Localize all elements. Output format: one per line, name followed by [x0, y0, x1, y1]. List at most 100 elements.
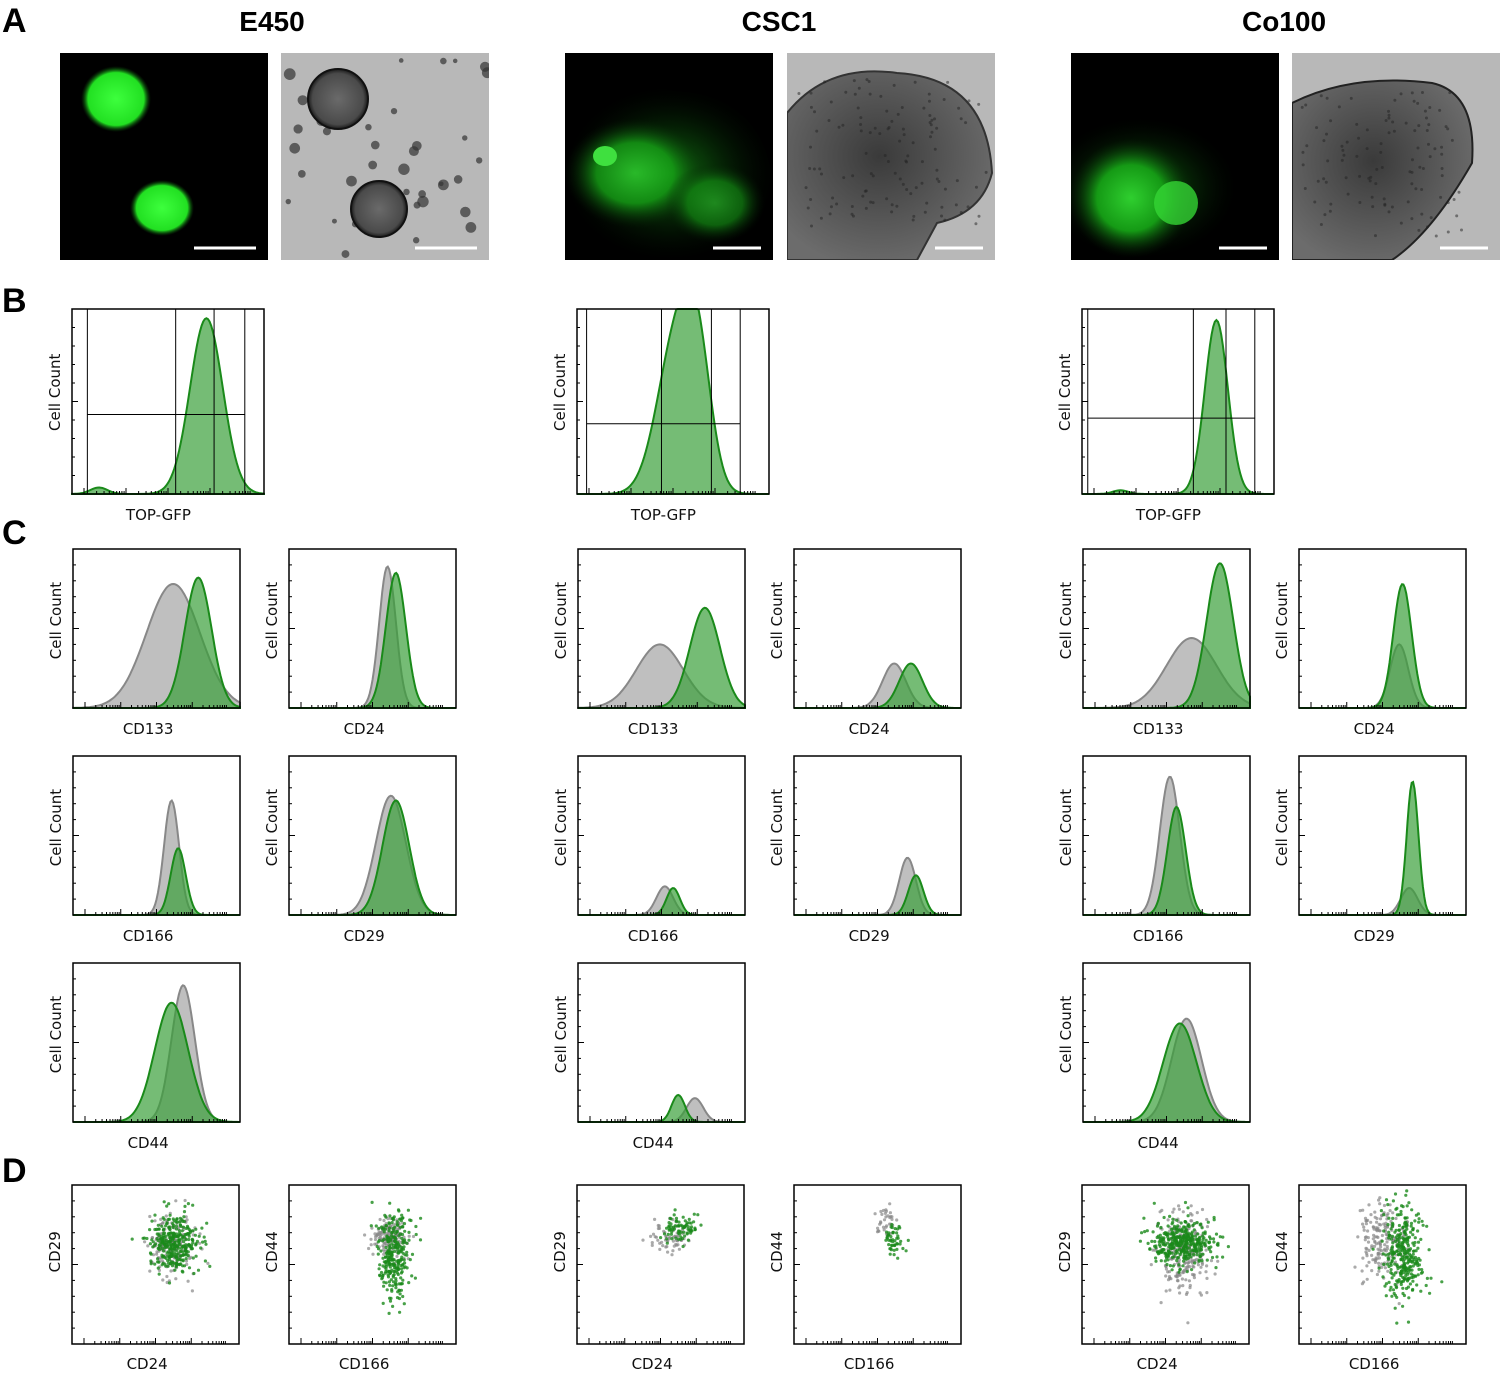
stain-event	[191, 1229, 195, 1233]
stain-event	[895, 1242, 899, 1246]
stain-event	[155, 1237, 159, 1241]
stain-event	[1191, 1237, 1195, 1241]
stain-event	[390, 1289, 394, 1293]
control-event	[1372, 1244, 1377, 1248]
stain-event	[1140, 1231, 1144, 1235]
stain-event	[891, 1238, 895, 1242]
stain-event	[168, 1213, 172, 1217]
stain-event	[1210, 1255, 1215, 1260]
control-event	[1159, 1301, 1163, 1305]
stain-event	[383, 1227, 388, 1231]
control-event	[651, 1232, 656, 1236]
stain-event	[402, 1302, 406, 1306]
stain-event	[197, 1234, 201, 1238]
stain-event	[391, 1235, 395, 1239]
x-axis-label: CD44	[633, 1134, 674, 1152]
y-axis-label: CD44	[768, 1231, 786, 1272]
stain-event	[180, 1229, 184, 1233]
stain-event	[1178, 1268, 1182, 1272]
plot-frame	[288, 1184, 457, 1345]
control-event	[880, 1212, 884, 1216]
control-event	[1373, 1210, 1377, 1214]
stain-event	[383, 1213, 387, 1217]
micrograph-e450-fluor	[60, 53, 268, 260]
stain-event	[186, 1202, 190, 1206]
stain-event	[155, 1232, 159, 1236]
stain-event	[418, 1238, 423, 1242]
stain-event	[1145, 1229, 1149, 1233]
stain-event	[1195, 1221, 1199, 1225]
stain-event	[176, 1252, 180, 1256]
stain-event	[1146, 1241, 1150, 1245]
histogram-cd44-csc1: CD44 Cell Count	[552, 962, 746, 1152]
control-event	[1363, 1238, 1367, 1242]
stain-event	[1411, 1228, 1415, 1232]
stain-event	[1402, 1276, 1406, 1280]
stain-event	[1198, 1235, 1202, 1239]
stain-event	[1192, 1249, 1197, 1253]
stain-event	[395, 1240, 399, 1244]
stain-event	[1383, 1284, 1387, 1288]
stain-event	[1389, 1271, 1393, 1275]
stain-event	[1416, 1273, 1420, 1277]
stain-event	[181, 1225, 186, 1229]
stain-event	[196, 1268, 201, 1272]
stain-event	[391, 1243, 396, 1247]
stain-event	[1198, 1254, 1202, 1259]
control-event	[148, 1269, 152, 1273]
stain-event	[164, 1256, 168, 1260]
scatter-cd29-vs-cd24-csc1: CD24 CD29	[551, 1184, 745, 1373]
stain-event	[408, 1258, 412, 1262]
stain-event	[175, 1255, 179, 1259]
stain-event	[394, 1286, 398, 1290]
stain-event	[1399, 1212, 1403, 1216]
stain-event	[677, 1220, 681, 1224]
control-event	[160, 1259, 164, 1263]
stain-event	[1419, 1237, 1423, 1241]
control-event	[1386, 1269, 1390, 1273]
stain-event	[179, 1254, 183, 1258]
stain-event	[396, 1262, 400, 1266]
stain-event	[1408, 1248, 1412, 1252]
stain-event	[895, 1231, 899, 1235]
stain-event	[173, 1241, 177, 1245]
stain-event	[395, 1229, 399, 1233]
histogram-cd133-csc1: CD133 Cell Count	[552, 548, 746, 738]
stain-event	[1395, 1279, 1399, 1283]
control-event	[183, 1198, 187, 1203]
stain-event	[204, 1242, 208, 1246]
stain-event	[172, 1232, 176, 1236]
x-axis-label: CD24	[632, 1355, 673, 1373]
x-axis-label: CD29	[1354, 927, 1395, 945]
control-event	[1364, 1222, 1368, 1226]
stain-event	[175, 1258, 179, 1262]
x-axis-label: TOP-GFP	[125, 506, 191, 524]
stain-event	[194, 1243, 198, 1247]
control-event	[1376, 1226, 1380, 1230]
stain-event	[396, 1248, 400, 1252]
stain-event	[171, 1222, 175, 1226]
stain-event	[187, 1234, 191, 1238]
histogram-cd166-csc1: CD166 Cell Count	[552, 755, 746, 945]
stain-event	[160, 1224, 164, 1228]
stain-event	[1178, 1247, 1182, 1251]
stain-event	[379, 1270, 384, 1275]
control-event	[1364, 1219, 1368, 1223]
stain-event	[191, 1238, 195, 1242]
stain-event	[1197, 1249, 1201, 1253]
stain-event	[1203, 1230, 1207, 1234]
stain-event	[378, 1263, 382, 1267]
stain-event	[388, 1299, 393, 1303]
stain-event	[188, 1229, 193, 1233]
stain-event	[885, 1230, 889, 1234]
stain-event	[689, 1221, 693, 1225]
stain-event	[199, 1246, 203, 1250]
stain-event	[178, 1258, 182, 1262]
stain-event	[164, 1234, 168, 1238]
stain-event	[1177, 1263, 1181, 1267]
stain-event	[193, 1233, 197, 1237]
stain-event	[1401, 1268, 1405, 1272]
control-event	[1375, 1220, 1379, 1224]
stain-event	[890, 1223, 894, 1227]
stain-event	[399, 1267, 403, 1271]
